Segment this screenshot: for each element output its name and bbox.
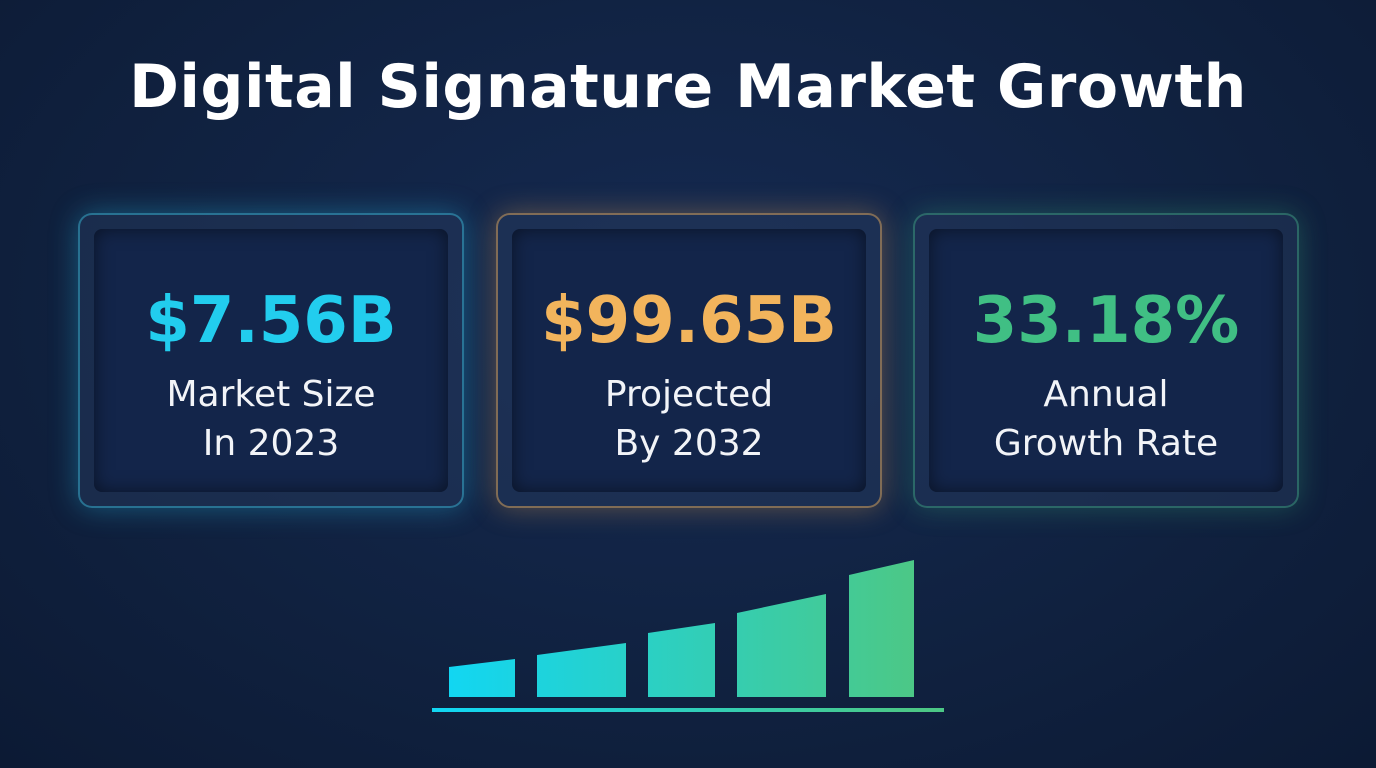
stat-label: Market Size <box>166 374 376 415</box>
card-inner: 33.18% Annual Growth Rate <box>929 229 1283 492</box>
decor-bar <box>737 594 826 697</box>
stat-card: 33.18% Annual Growth Rate <box>913 213 1299 508</box>
decor-bar <box>849 560 914 697</box>
stat-value: $7.56B <box>145 284 397 358</box>
stat-value: $99.65B <box>541 284 837 358</box>
decor-bar <box>648 623 715 697</box>
title: Digital Signature Market Growth <box>129 52 1247 122</box>
decor-baseline <box>432 708 944 712</box>
stat-label: Growth Rate <box>993 423 1219 464</box>
stat-label: By 2032 <box>614 423 764 464</box>
stat-label: Annual <box>1043 374 1169 415</box>
stat-card: $7.56B Market Size In 2023 <box>78 213 464 508</box>
stat-label: In 2023 <box>202 423 340 464</box>
stat-label: Projected <box>604 374 774 415</box>
stat-value: 33.18% <box>972 284 1240 358</box>
decor-bar <box>449 659 515 697</box>
card-inner: $7.56B Market Size In 2023 <box>94 229 448 492</box>
card-inner: $99.65B Projected By 2032 <box>512 229 866 492</box>
decor-bar <box>537 643 626 697</box>
stat-card: $99.65B Projected By 2032 <box>496 213 882 508</box>
